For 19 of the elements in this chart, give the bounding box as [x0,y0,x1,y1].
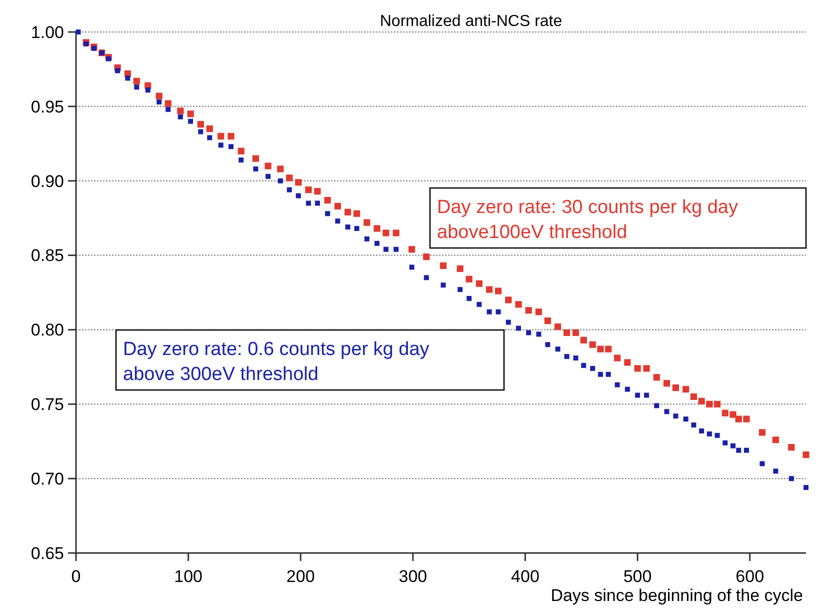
x-tick-label: 0 [71,567,81,586]
y-tick-label: 0.85 [30,246,64,266]
x-tick-label: 100 [174,567,202,586]
y-tick-label: 0.95 [30,97,64,116]
x-axis-title: Days since beginning of the cycle [550,586,803,605]
y-tick-label: 0.75 [30,395,64,414]
annotation: Day zero rate: 0.6 counts per kg day above 300eV threshold [123,339,430,385]
x-tick-label: 300 [398,567,428,586]
x-tick-label: 600 [736,567,764,586]
y-tick-label: 0.70 [30,470,64,489]
y-tick-label: 0.80 [30,320,64,340]
x-tick-label: 200 [286,567,315,586]
y-tick-label: 0.65 [30,544,64,563]
x-tick-label: 500 [623,567,652,586]
chart-title: Normalized anti-NCS rate [380,13,562,30]
x-tick-label: 400 [511,567,540,586]
y-tick-label: 1.00 [30,22,64,42]
annotation: Day zero rate: 30 counts per kg day above100eV threshold [437,197,738,243]
y-tick-label: 0.90 [30,172,64,191]
